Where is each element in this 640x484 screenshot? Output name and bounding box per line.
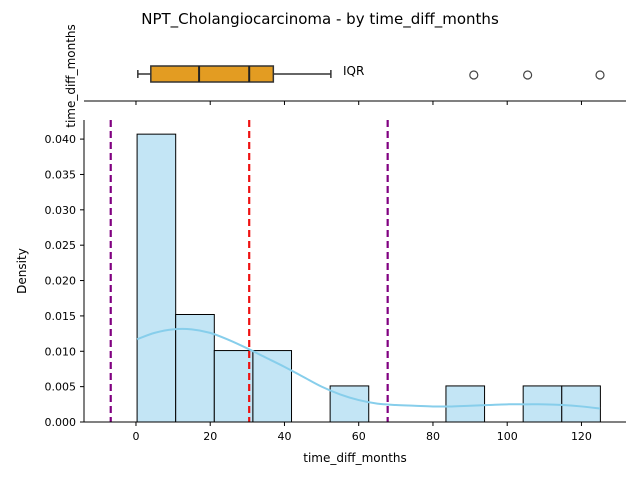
reference-lines	[109, 120, 389, 422]
x-tick-label: 40	[277, 430, 291, 443]
histogram-bar	[445, 385, 486, 423]
boxplot-x-ticks	[135, 101, 582, 105]
histogram-bar	[561, 385, 601, 423]
boxplot	[137, 65, 605, 83]
y-tick-label: 0.040	[45, 133, 77, 146]
histogram-bar	[329, 385, 370, 423]
x-axis-ticks: 0 20 40 60 80 100 120	[132, 422, 592, 443]
y-tick-label: 0.020	[45, 275, 77, 288]
y-tick-label: 0.030	[45, 204, 77, 217]
iqr-box	[150, 65, 275, 83]
histogram-bar	[136, 133, 177, 423]
histogram-bars	[136, 133, 601, 423]
histogram-panel: 0 20 40 60 80 100 120 0.000 0.005 0.010 0.015 0.02…	[15, 120, 626, 465]
boxplot-y-label: time_diff_months	[64, 24, 78, 128]
x-tick-label: 0	[132, 430, 139, 443]
boxplot-panel: time_diff_months IQR	[64, 24, 626, 128]
y-tick-label: 0.000	[45, 416, 77, 429]
outlier-point	[595, 70, 605, 80]
x-tick-label: 20	[203, 430, 217, 443]
outlier-point	[523, 70, 533, 80]
y-axis-ticks: 0.000 0.005 0.010 0.015 0.020 0.025 0.030 0.035…	[45, 133, 84, 429]
y-axis-label: Density	[15, 248, 29, 294]
y-tick-label: 0.035	[45, 168, 77, 181]
x-axis-label: time_diff_months	[303, 451, 407, 465]
histogram-bar	[213, 350, 254, 423]
y-tick-label: 0.015	[45, 310, 77, 323]
chart-title: NPT_Cholangiocarcinoma - by time_diff_mo…	[141, 10, 499, 29]
y-tick-label: 0.025	[45, 239, 77, 252]
iqr-annotation: IQR	[343, 64, 364, 78]
kde-curve	[136, 327, 601, 410]
x-tick-label: 60	[352, 430, 366, 443]
y-tick-label: 0.005	[45, 381, 77, 394]
x-tick-label: 120	[571, 430, 592, 443]
x-tick-label: 100	[497, 430, 518, 443]
x-tick-label: 80	[426, 430, 440, 443]
y-tick-label: 0.010	[45, 345, 77, 358]
outlier-point	[469, 70, 479, 80]
